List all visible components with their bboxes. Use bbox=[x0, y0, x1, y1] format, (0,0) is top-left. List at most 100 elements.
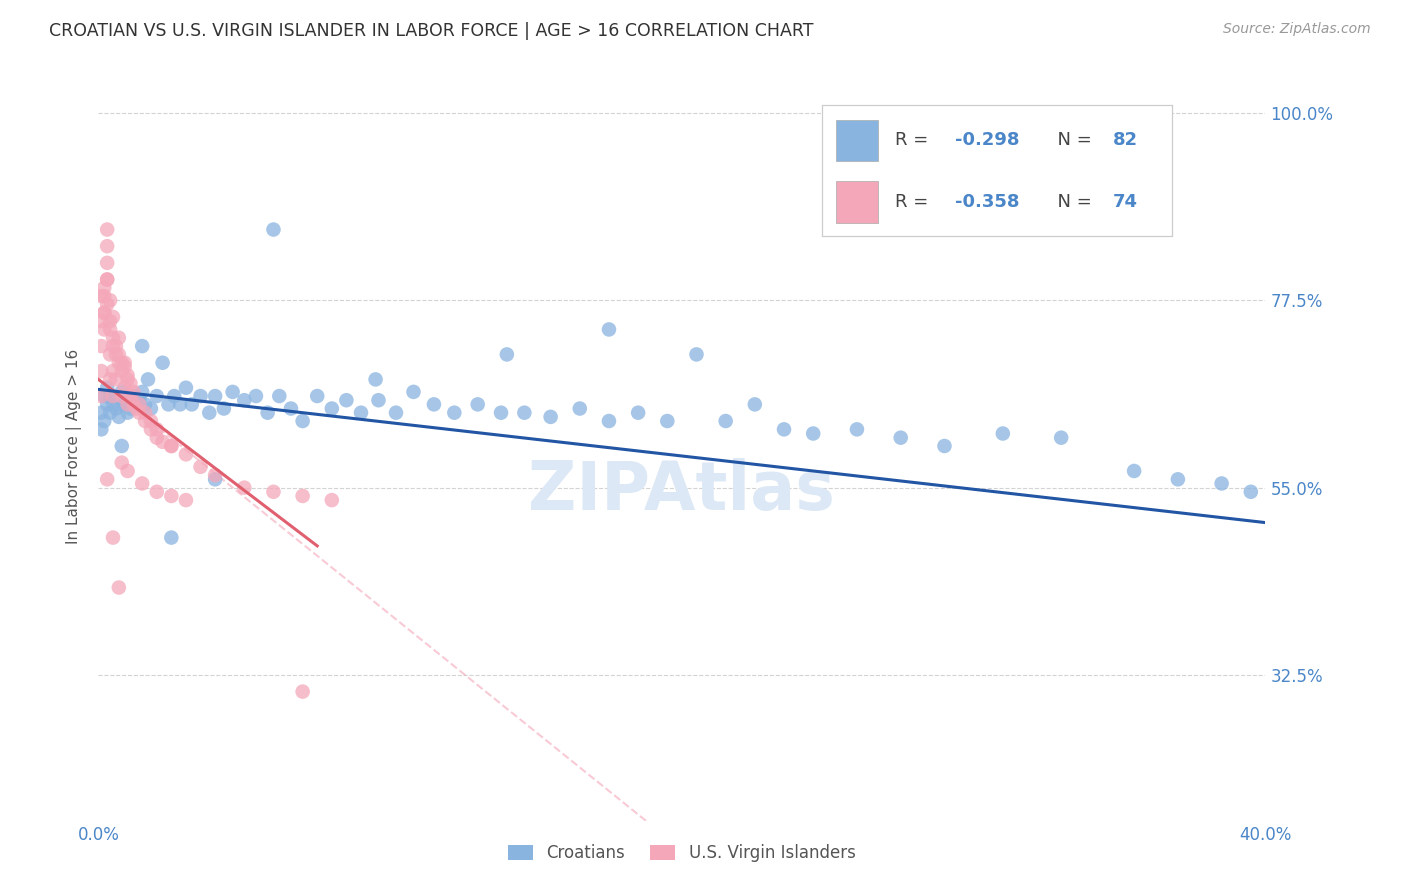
Point bbox=[385, 406, 408, 420]
Point bbox=[744, 397, 766, 411]
Point bbox=[104, 401, 127, 416]
Point bbox=[111, 389, 134, 403]
Point bbox=[160, 439, 183, 453]
Point bbox=[108, 347, 131, 361]
Legend: Croatians, U.S. Virgin Islanders: Croatians, U.S. Virgin Islanders bbox=[502, 838, 862, 869]
Point bbox=[233, 393, 256, 408]
Point bbox=[773, 422, 796, 436]
Point bbox=[122, 397, 145, 411]
Y-axis label: In Labor Force | Age > 16: In Labor Force | Age > 16 bbox=[66, 349, 83, 543]
Point bbox=[104, 372, 127, 386]
Point bbox=[98, 406, 121, 420]
Point bbox=[120, 401, 142, 416]
Point bbox=[160, 531, 183, 545]
Text: CROATIAN VS U.S. VIRGIN ISLANDER IN LABOR FORCE | AGE > 16 CORRELATION CHART: CROATIAN VS U.S. VIRGIN ISLANDER IN LABO… bbox=[49, 22, 814, 40]
Point bbox=[1167, 472, 1189, 486]
Point bbox=[93, 322, 115, 336]
Point bbox=[991, 426, 1014, 441]
Point bbox=[423, 397, 446, 411]
Point bbox=[117, 372, 139, 386]
Point bbox=[96, 272, 118, 286]
Point bbox=[212, 401, 235, 416]
Point bbox=[321, 493, 343, 508]
Point bbox=[335, 393, 357, 408]
Point bbox=[128, 397, 150, 411]
Point bbox=[598, 322, 620, 336]
Point bbox=[117, 393, 139, 408]
Point bbox=[96, 297, 118, 311]
Point bbox=[180, 397, 202, 411]
Point bbox=[160, 489, 183, 503]
Point bbox=[90, 289, 112, 303]
Point bbox=[934, 439, 956, 453]
Point bbox=[93, 306, 115, 320]
Point bbox=[801, 426, 824, 441]
Point bbox=[174, 447, 197, 461]
Point bbox=[568, 401, 591, 416]
Point bbox=[96, 397, 118, 411]
Point bbox=[98, 322, 121, 336]
Point bbox=[157, 397, 180, 411]
Point bbox=[291, 684, 314, 698]
Point bbox=[1240, 484, 1263, 499]
Point bbox=[146, 484, 169, 499]
Point bbox=[117, 397, 139, 411]
Point bbox=[101, 389, 124, 403]
Point bbox=[146, 389, 169, 403]
Point bbox=[108, 356, 131, 370]
Point bbox=[111, 356, 134, 370]
Point bbox=[114, 381, 136, 395]
Point bbox=[846, 422, 869, 436]
Point bbox=[540, 409, 562, 424]
Point bbox=[131, 476, 153, 491]
Point bbox=[139, 401, 162, 416]
Point bbox=[1211, 476, 1233, 491]
Point bbox=[657, 414, 679, 428]
Point bbox=[169, 397, 191, 411]
Point bbox=[96, 472, 118, 486]
Point bbox=[139, 422, 162, 436]
Point bbox=[350, 406, 373, 420]
Text: ZIPAtlas: ZIPAtlas bbox=[529, 458, 835, 524]
Point bbox=[108, 331, 131, 345]
Point bbox=[111, 364, 134, 378]
Point bbox=[90, 339, 112, 353]
Point bbox=[122, 389, 145, 403]
Point bbox=[1050, 431, 1073, 445]
Point bbox=[146, 422, 169, 436]
Point bbox=[104, 339, 127, 353]
Point bbox=[101, 397, 124, 411]
Point bbox=[90, 364, 112, 378]
Point bbox=[262, 222, 284, 236]
Point bbox=[890, 431, 912, 445]
Point bbox=[714, 414, 737, 428]
Point bbox=[117, 406, 139, 420]
Point bbox=[256, 406, 278, 420]
Point bbox=[96, 222, 118, 236]
Point bbox=[93, 289, 115, 303]
Point bbox=[114, 359, 136, 374]
Point bbox=[598, 414, 620, 428]
Point bbox=[489, 406, 512, 420]
Point bbox=[114, 397, 136, 411]
Point bbox=[117, 368, 139, 383]
Point bbox=[291, 489, 314, 503]
Point bbox=[101, 531, 124, 545]
Point bbox=[163, 389, 186, 403]
Point bbox=[233, 481, 256, 495]
Point bbox=[134, 406, 156, 420]
Point bbox=[269, 389, 291, 403]
Point bbox=[131, 339, 153, 353]
Point bbox=[364, 372, 387, 386]
Point bbox=[221, 384, 243, 399]
Point bbox=[280, 401, 302, 416]
Point bbox=[98, 372, 121, 386]
Point bbox=[204, 389, 226, 403]
Point bbox=[108, 581, 131, 595]
Point bbox=[627, 406, 650, 420]
Point bbox=[496, 347, 519, 361]
Point bbox=[128, 393, 150, 408]
Point bbox=[117, 464, 139, 478]
Point bbox=[291, 414, 314, 428]
Point bbox=[1123, 464, 1146, 478]
